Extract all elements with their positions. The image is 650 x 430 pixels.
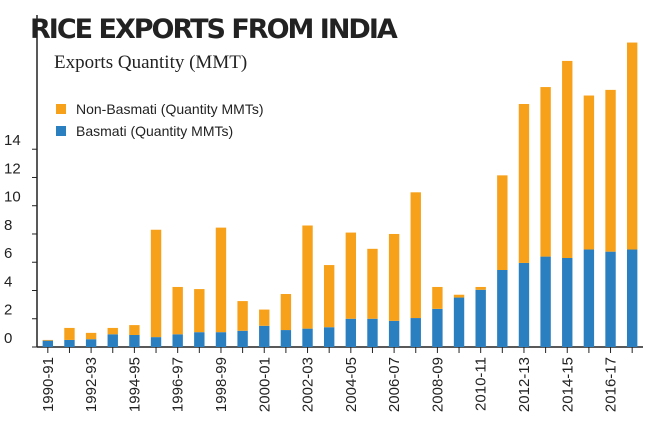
bar-segment [237, 301, 248, 331]
y-tick-label: 10 [4, 189, 21, 206]
bar-segment [259, 309, 270, 326]
bar-segment [345, 318, 357, 347]
bar-segment [280, 294, 292, 331]
legend-swatch [56, 104, 66, 114]
bar-segment [540, 256, 551, 347]
x-tick-label: 2006-07 [386, 357, 403, 412]
x-tick-label: 2008-09 [429, 357, 446, 412]
bar-segment [42, 339, 54, 341]
bar-segment [194, 289, 205, 333]
chart-title: RICE EXPORTS FROM INDIA [30, 14, 398, 45]
x-tick-label: 2002-03 [300, 357, 317, 412]
bar-segment [518, 104, 530, 263]
bar-segment [626, 42, 638, 250]
bar-segment [388, 320, 400, 347]
x-tick-label: 2010-11 [473, 357, 490, 411]
x-tick-label: 1996-97 [170, 357, 187, 412]
bar-segment [583, 95, 595, 250]
bar-segment [388, 233, 400, 321]
bar-segment [583, 249, 595, 347]
bar-segment [85, 339, 97, 347]
bar-segment [237, 330, 248, 347]
y-tick-label: 0 [4, 330, 12, 347]
x-tick-label: 2000-01 [256, 357, 273, 412]
x-tick-label: 2004-05 [343, 357, 360, 412]
bar-segment [64, 327, 75, 340]
bar-segment [150, 229, 162, 338]
bar-segment [150, 337, 162, 347]
bar-segment [42, 340, 54, 347]
bar-segment [367, 248, 378, 319]
bar-segment [215, 227, 227, 333]
legend-swatch [56, 126, 66, 136]
bar-segment [432, 286, 443, 309]
bar-segment [129, 325, 140, 335]
bar-segment [605, 89, 616, 252]
bar-segment [453, 294, 465, 298]
legend-label: Basmati (Quantity MMTs) [76, 123, 233, 139]
bar-segment [453, 297, 465, 347]
y-tick-label: 4 [4, 273, 12, 290]
bar-segment [64, 339, 75, 347]
y-tick-label: 12 [4, 160, 21, 177]
bar-segment [410, 318, 421, 347]
bar-segment [280, 330, 292, 347]
bar-segment [475, 289, 486, 347]
bar-segment [497, 175, 508, 271]
bar-segment [107, 327, 118, 335]
x-tick-label: 2012-13 [516, 357, 533, 412]
x-tick-label: 1992-93 [83, 357, 100, 412]
chart-subtitle: Exports Quantity (MMT) [54, 52, 247, 73]
bar-segment [410, 192, 421, 319]
bar-segment [323, 265, 335, 328]
bar-segment [432, 308, 443, 347]
bar-segment [345, 232, 357, 319]
y-tick-label: 6 [4, 245, 12, 262]
x-tick-label: 1990-91 [40, 357, 57, 412]
x-tick-label: 1998-99 [213, 357, 230, 412]
bar-segment [497, 270, 508, 347]
bar-segment [172, 286, 183, 335]
bar-segment [85, 332, 97, 340]
bar-segment [562, 60, 573, 258]
bar-segment [475, 286, 486, 290]
x-tick-label: 2016-17 [603, 357, 620, 412]
legend-label: Non-Basmati (Quantity MMTs) [76, 101, 263, 117]
x-tick-label: 2014-15 [559, 357, 576, 412]
bar-segment [562, 257, 573, 347]
bar-segment [302, 328, 313, 347]
bar-segment [540, 87, 551, 257]
y-tick-label: 2 [4, 302, 12, 319]
bar-segment [194, 332, 205, 347]
bar-segment [129, 334, 140, 347]
bar-segment [259, 325, 270, 347]
y-tick-label: 14 [4, 132, 21, 149]
bar-segment [518, 262, 530, 347]
bar-segment [302, 225, 313, 329]
bar-segment [172, 334, 183, 347]
bar-segment [323, 327, 335, 347]
bar-segment [215, 332, 227, 347]
bar-segment [107, 334, 118, 347]
bar-segment [605, 251, 616, 347]
x-tick-label: 1994-95 [126, 357, 143, 412]
y-tick-label: 8 [4, 217, 12, 234]
bar-segment [367, 318, 378, 347]
bar-segment [626, 249, 638, 347]
